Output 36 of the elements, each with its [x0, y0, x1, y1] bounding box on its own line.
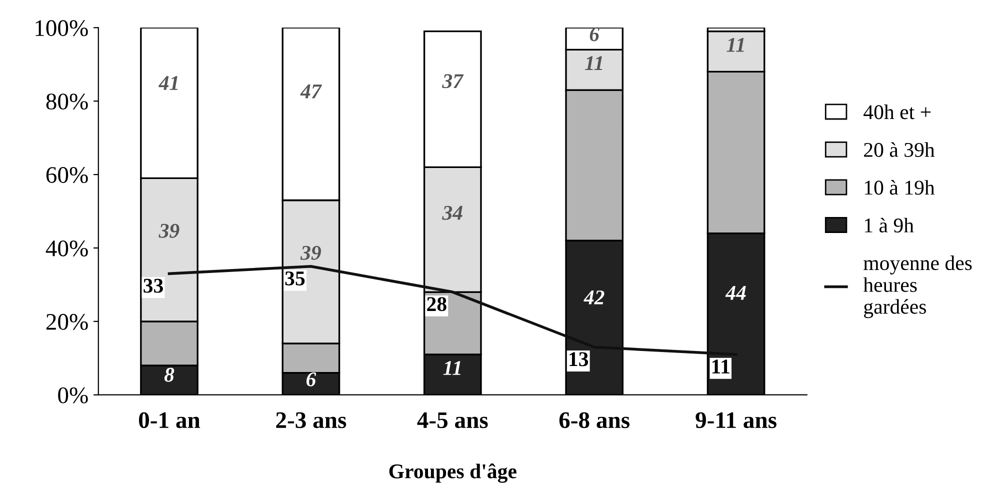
data-label: 47: [300, 84, 322, 98]
data-label: 11: [584, 56, 602, 70]
x-tick-label: 4-5 ans: [417, 412, 488, 428]
data-label: 11: [443, 361, 460, 375]
y-tick-label: 40%: [46, 240, 88, 256]
x-tick-label: 6-8 ans: [559, 412, 630, 428]
data-label: 37: [442, 74, 464, 88]
data-label: 11: [726, 38, 744, 52]
y-tick-label: 100%: [36, 20, 88, 36]
legend-label: 10 à 19h: [864, 180, 935, 195]
data-label: 42: [584, 290, 604, 304]
legend-label: 40h et +: [864, 104, 931, 120]
data-label: 6: [306, 372, 316, 386]
data-label: 44: [725, 286, 746, 300]
data-label: 39: [158, 224, 180, 238]
x-axis-title: Groupes d'âge: [389, 463, 516, 483]
data-label: 41: [158, 76, 178, 90]
y-tick-label: 20%: [46, 314, 88, 330]
data-label: 35: [285, 271, 305, 286]
data-label: 28: [427, 297, 446, 312]
data-label: 34: [442, 206, 462, 220]
y-tick-label: 80%: [46, 94, 88, 110]
data-label: 13: [570, 352, 588, 366]
data-label: 11: [712, 360, 730, 374]
x-tick-label: 2-3 ans: [276, 412, 346, 428]
legend-label: 1 à 9h: [864, 218, 914, 233]
data-label: 33: [144, 278, 163, 293]
y-tick-label: 0%: [58, 387, 88, 404]
legend-label: moyenne des heures gardées: [863, 255, 972, 318]
x-tick-label: 9-11 ans: [696, 412, 776, 428]
data-label: 39: [300, 246, 321, 260]
y-tick-label: 60%: [46, 167, 88, 184]
data-label: 6: [590, 27, 600, 42]
x-tick-label: 0-1 an: [138, 412, 200, 428]
data-label: 8: [164, 368, 174, 382]
legend-label: 20 à 39h: [864, 142, 935, 157]
